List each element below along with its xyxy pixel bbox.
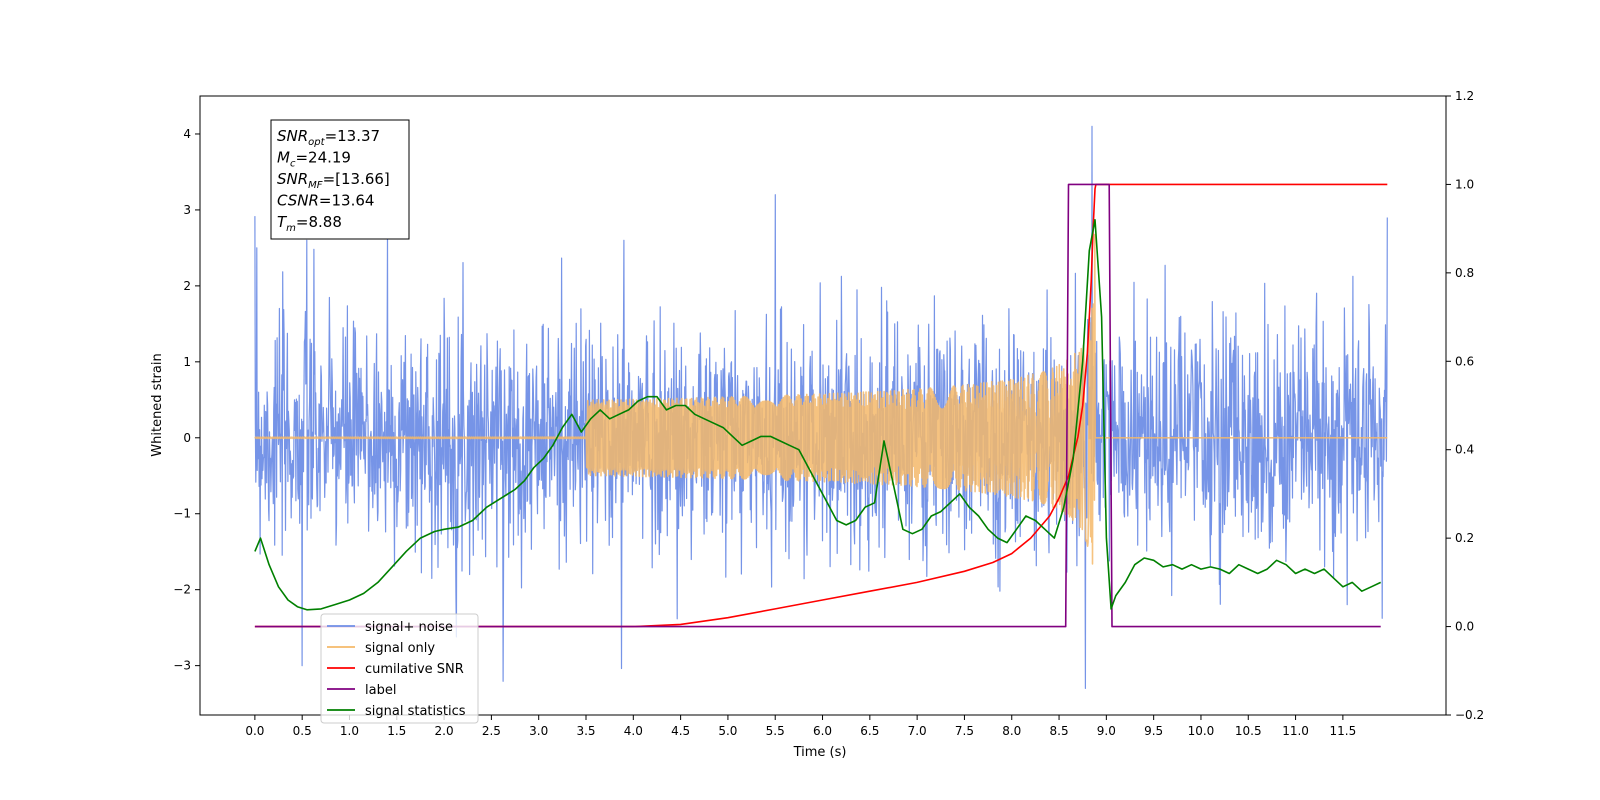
x-tick-label: 7.5 (955, 724, 974, 738)
annotation-symbol: SNR (277, 170, 308, 188)
y2-tick-label: 0.0 (1455, 620, 1474, 634)
y2-tick-label: 1.2 (1455, 89, 1474, 103)
series-line-label (254, 183, 1381, 628)
annotation-symbol: CSNR (277, 192, 319, 210)
annotation-line: SNRMF=[13.66] (277, 170, 390, 191)
y-tick-label: −2 (173, 583, 191, 597)
x-tick-label: 7.0 (908, 724, 927, 738)
y2-tick-label: 1.0 (1455, 177, 1474, 191)
y2-tick-label: 0.2 (1455, 531, 1474, 545)
annotation-subscript: m (286, 223, 296, 234)
annotation-subscript: c (290, 159, 296, 170)
x-tick-label: 9.5 (1144, 724, 1163, 738)
x-tick-label: 3.0 (529, 724, 548, 738)
y2-axis: −0.2 0.0 0.2 0.4 0.6 0.8 1.0 1.2 (1446, 89, 1484, 722)
annotation-subscript: MF (308, 180, 323, 191)
legend: signal+ noise signal only cumilative SNR la… (320, 613, 479, 724)
annotation-value: =[13.66] (323, 170, 390, 188)
series-line-signal-only (254, 233, 1388, 565)
y-tick-label: −3 (173, 659, 191, 673)
x-tick-label: 0.0 (245, 724, 264, 738)
x-tick-label: 5.0 (718, 724, 737, 738)
annotation-symbol: M (277, 149, 290, 167)
x-axis-label: Time (s) (793, 745, 847, 760)
annotation-symbol: T (277, 213, 288, 231)
annotation-value: =13.64 (319, 192, 375, 210)
x-tick-label: 11.0 (1282, 724, 1309, 738)
y-axis-label: Whitened strain (150, 353, 165, 456)
annotation-subscript: opt (308, 137, 325, 148)
annotation-value: =8.88 (296, 213, 342, 231)
x-tick-label: 1.5 (387, 724, 406, 738)
series-line-cumilative-snr (254, 183, 1388, 628)
x-tick-label: 4.5 (671, 724, 690, 738)
x-tick-label: 8.5 (1050, 724, 1069, 738)
x-tick-label: 8.0 (1002, 724, 1021, 738)
y2-tick-label: 0.8 (1455, 266, 1474, 280)
x-tick-label: 10.0 (1188, 724, 1215, 738)
annotation-symbol: SNR (277, 127, 308, 145)
x-tick-label: 9.0 (1097, 724, 1116, 738)
x-tick-label: 2.0 (435, 724, 454, 738)
x-tick-label: 5.5 (766, 724, 785, 738)
legend-entry: signal+ noise (365, 620, 453, 635)
annotation-line: Tm=8.88 (277, 213, 342, 234)
annotation-value: =13.37 (325, 127, 381, 145)
x-tick-label: 2.5 (482, 724, 501, 738)
y-tick-label: 0 (183, 431, 191, 445)
x-tick-label: 1.0 (340, 724, 359, 738)
legend-entry: label (365, 683, 396, 698)
legend-frame (320, 613, 479, 724)
y2-tick-label: 0.6 (1455, 354, 1474, 368)
x-tick-label: 4.0 (624, 724, 643, 738)
annotation-frame (270, 119, 410, 240)
x-tick-label: 3.5 (576, 724, 595, 738)
x-tick-label: 6.0 (813, 724, 832, 738)
x-tick-label: 0.5 (293, 724, 312, 738)
x-axis: 0.0 0.5 1.0 1.5 2.0 2.5 3.0 3.5 4.0 4.5 5.0 5.5 6.0 6… (245, 715, 1356, 738)
legend-entry: signal only (365, 641, 435, 656)
y-tick-label: −1 (173, 507, 191, 521)
y-tick-label: 3 (183, 203, 191, 217)
y2-tick-label: −0.2 (1455, 708, 1484, 722)
x-tick-label: 6.5 (860, 724, 879, 738)
y-tick-label: 2 (183, 279, 191, 293)
legend-entry: signal statistics (365, 704, 466, 719)
y-tick-label: 1 (183, 355, 191, 369)
y-tick-label: 4 (183, 127, 191, 141)
annotation-value: =24.19 (295, 149, 351, 167)
series-line-signal-statistics (254, 219, 1382, 611)
annotation-box: SNRopt=13.37Mc=24.19SNRMF=[13.66]CSNR=13… (270, 119, 410, 240)
x-tick-label: 10.5 (1235, 724, 1262, 738)
y2-tick-label: 0.4 (1455, 443, 1474, 457)
y-axis: −3 −2 −1 0 1 2 3 4 (173, 127, 200, 673)
annotation-line: Mc=24.19 (277, 149, 351, 170)
annotation-line: CSNR=13.64 (277, 192, 374, 210)
annotation-line: SNRopt=13.37 (277, 127, 380, 148)
series-layer (254, 125, 1388, 689)
x-tick-label: 11.5 (1330, 724, 1357, 738)
legend-entry: cumilative SNR (365, 662, 464, 677)
